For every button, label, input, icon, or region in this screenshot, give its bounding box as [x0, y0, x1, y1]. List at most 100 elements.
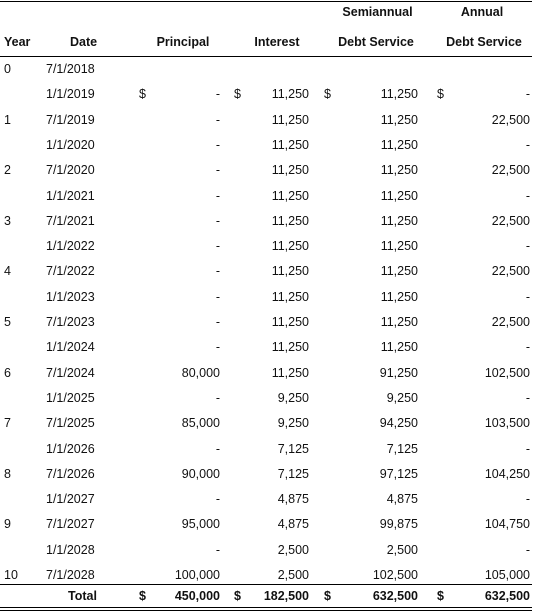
table-row: 1/1/2020 - 11,250 11,250 -	[0, 134, 538, 158]
cell-date: 1/1/2026	[46, 441, 95, 456]
cell-annual-currency	[437, 159, 449, 183]
header-bottom-border	[0, 56, 532, 57]
cell-date: 1/1/2019	[46, 87, 95, 102]
cell-date: 7/1/2022	[46, 264, 95, 279]
cell-annual: -	[525, 188, 530, 203]
cell-annual: -	[525, 239, 530, 254]
cell-semiannual-currency	[324, 513, 336, 537]
total-top-border	[0, 584, 532, 585]
cell-interest: 11,250	[271, 340, 309, 355]
cell-interest: 11,250	[271, 87, 309, 102]
cell-annual: 105,000	[484, 568, 530, 582]
cell-semiannual: 11,250	[380, 163, 418, 178]
cell-semiannual-currency	[324, 185, 336, 209]
total-principal-currency: $	[139, 589, 146, 603]
table-row: 7 7/1/2025 85,000 9,250 94,250 103,500	[0, 412, 538, 436]
cell-year	[4, 387, 30, 411]
cell-semiannual: 11,250	[380, 289, 418, 304]
table-row: 1 7/1/2019 - 11,250 11,250 22,500	[0, 109, 538, 133]
cell-annual: -	[525, 340, 530, 355]
cell-date: 7/1/2020	[46, 163, 95, 178]
cell-year: 9	[4, 517, 11, 532]
cell-semiannual: 7,125	[386, 441, 418, 456]
cell-principal: -	[215, 213, 220, 228]
cell-semiannual-currency	[324, 438, 336, 462]
cell-semiannual: 11,250	[380, 239, 418, 254]
cell-semiannual-currency	[324, 387, 336, 411]
cell-principal: -	[215, 239, 220, 254]
cell-interest: 11,250	[271, 112, 309, 127]
cell-interest: 9,250	[277, 416, 309, 431]
total-semiannual-currency: $	[324, 589, 331, 603]
table-row: 1/1/2027 - 4,875 4,875 -	[0, 488, 538, 512]
table-row: 3 7/1/2021 - 11,250 11,250 22,500	[0, 210, 538, 234]
cell-date: 1/1/2022	[46, 239, 95, 254]
cell-date: 7/1/2027	[46, 517, 95, 532]
cell-semiannual-currency	[324, 488, 336, 512]
cell-interest: 4,875	[277, 492, 309, 507]
cell-semiannual: 11,250	[380, 87, 418, 102]
cell-principal: -	[215, 137, 220, 152]
table-row: 1/1/2019 $ - $11,250 $11,250 $ -	[0, 83, 538, 107]
cell-semiannual-currency	[324, 235, 336, 259]
cell-year	[4, 488, 30, 512]
table-row: 1/1/2028 - 2,500 2,500 -	[0, 539, 538, 563]
header-principal: Principal	[156, 35, 210, 49]
cell-principal: 85,000	[181, 416, 220, 431]
cell-annual: -	[525, 289, 530, 304]
cell-interest: 11,250	[271, 213, 309, 228]
cell-semiannual-currency	[324, 539, 336, 563]
cell-annual-currency	[437, 311, 449, 335]
cell-date: 7/1/2019	[46, 112, 95, 127]
cell-principal: 90,000	[181, 466, 220, 481]
table-row: 2 7/1/2020 - 11,250 11,250 22,500	[0, 159, 538, 183]
cell-annual-currency	[437, 539, 449, 563]
header-top-border	[0, 1, 532, 2]
total-double-underline	[0, 607, 532, 611]
table-row: 4 7/1/2022 - 11,250 11,250 22,500	[0, 260, 538, 284]
cell-date: 1/1/2028	[46, 542, 95, 557]
cell-annual: -	[525, 542, 530, 557]
total-annual: 632,500	[484, 589, 530, 603]
table-row: 1/1/2026 - 7,125 7,125 -	[0, 438, 538, 462]
cell-interest: 4,875	[277, 517, 309, 532]
cell-annual: 104,750	[484, 517, 530, 532]
cell-semiannual-currency	[324, 109, 336, 133]
cell-annual-currency: $	[437, 87, 444, 102]
cell-principal: -	[215, 390, 220, 405]
cell-interest: 7,125	[277, 441, 309, 456]
cell-annual: 22,500	[491, 264, 530, 279]
cell-semiannual: 9,250	[386, 390, 418, 405]
cell-year: 3	[4, 213, 11, 228]
cell-semiannual: 11,250	[380, 137, 418, 152]
cell-date: 7/1/2025	[46, 416, 95, 431]
cell-date: 7/1/2024	[46, 365, 95, 380]
cell-annual-currency	[437, 286, 449, 310]
table-row: 1/1/2021 - 11,250 11,250 -	[0, 185, 538, 209]
table-row: 1/1/2025 - 9,250 9,250 -	[0, 387, 538, 411]
cell-interest: 11,250	[271, 264, 309, 279]
total-annual-currency: $	[437, 589, 444, 603]
cell-year: 0	[4, 62, 11, 76]
table-row: 5 7/1/2023 - 11,250 11,250 22,500	[0, 311, 538, 335]
total-interest-currency: $	[234, 589, 241, 603]
cell-annual-currency	[437, 235, 449, 259]
cell-date: 7/1/2018	[46, 62, 95, 76]
cell-year: 5	[4, 315, 11, 329]
cell-semiannual: 11,250	[380, 112, 418, 127]
cell-year	[4, 286, 30, 310]
cell-semiannual-currency	[324, 210, 336, 234]
cell-semiannual	[340, 58, 418, 82]
cell-year	[4, 438, 30, 462]
cell-year: 10	[4, 568, 18, 582]
cell-date: 1/1/2024	[46, 340, 95, 355]
cell-year: 4	[4, 264, 11, 279]
cell-semiannual-currency: $	[324, 87, 331, 102]
cell-annual-currency	[437, 109, 449, 133]
table-row: 0 7/1/2018	[0, 58, 538, 82]
total-row: Total $ 450,000 $ 182,500 $ 632,500 $ 63…	[0, 585, 538, 609]
cell-annual-currency	[437, 260, 449, 284]
cell-year	[4, 134, 30, 158]
cell-date: 7/1/2028	[46, 568, 95, 582]
cell-year: 6	[4, 365, 11, 380]
